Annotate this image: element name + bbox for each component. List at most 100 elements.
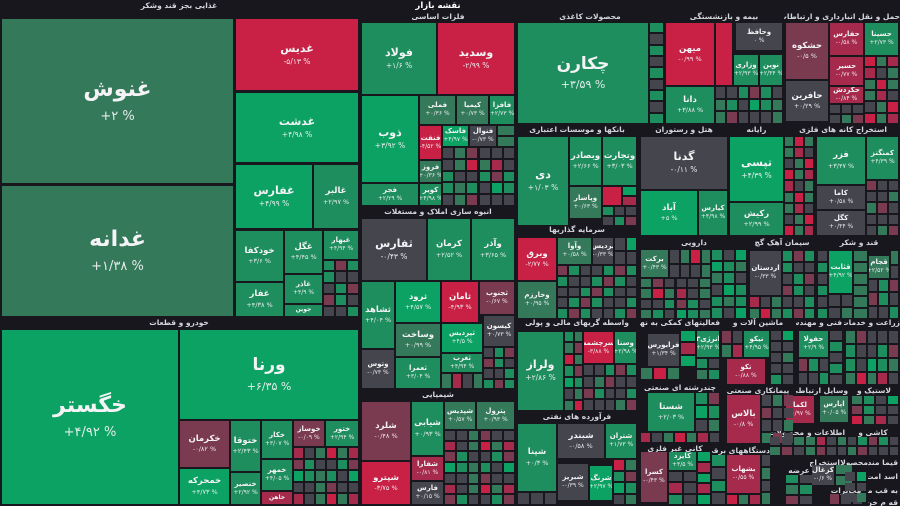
stock-tile[interactable] xyxy=(615,238,625,250)
stock-tile[interactable] xyxy=(316,459,325,470)
stock-tile[interactable] xyxy=(667,368,679,379)
stock-tile[interactable] xyxy=(681,343,695,354)
stock-tile[interactable] xyxy=(805,192,813,202)
stock-tile[interactable] xyxy=(445,463,455,472)
stock-tile[interactable] xyxy=(615,276,625,286)
stock-tile[interactable] xyxy=(641,368,653,379)
stock-tile[interactable] xyxy=(819,359,828,371)
stock-tile[interactable] xyxy=(888,416,898,424)
stock-tile[interactable] xyxy=(716,87,726,98)
stock-tile[interactable] xyxy=(830,342,842,351)
stock-tile[interactable] xyxy=(652,289,663,298)
stock-tile[interactable] xyxy=(455,183,466,194)
stock-tile[interactable] xyxy=(700,289,710,298)
stock-tile[interactable] xyxy=(733,345,742,357)
stock-tile[interactable] xyxy=(574,343,582,353)
stock-tile[interactable] xyxy=(505,348,514,357)
stock-tile[interactable] xyxy=(492,484,503,494)
stock-tile[interactable] xyxy=(669,472,682,482)
stock-tile[interactable] xyxy=(856,482,866,492)
stock-tile[interactable] xyxy=(856,331,866,343)
stock-tile[interactable] xyxy=(565,400,573,410)
stock-tile[interactable] xyxy=(864,416,874,424)
stock-cell[interactable]: وبرق -۲/۷۷ % xyxy=(518,238,556,280)
stock-tile[interactable] xyxy=(738,87,748,98)
stock-cell[interactable]: گدنا -۰/۱۱ % xyxy=(641,137,727,189)
stock-cell[interactable]: رکیش +۲/۹۹ % xyxy=(730,203,783,235)
stock-tile[interactable] xyxy=(480,473,491,483)
stock-tile[interactable] xyxy=(858,447,867,455)
stock-tile[interactable] xyxy=(456,463,467,472)
stock-tile[interactable] xyxy=(627,388,636,399)
stock-cell[interactable]: سرچشمه -۳/۸۸ % xyxy=(584,332,613,363)
stock-tile[interactable] xyxy=(626,483,636,493)
stock-tile[interactable] xyxy=(480,441,491,451)
stock-tile[interactable] xyxy=(878,331,888,343)
stock-tile[interactable] xyxy=(818,297,827,307)
stock-tile[interactable] xyxy=(627,400,636,410)
stock-tile[interactable] xyxy=(700,299,710,308)
stock-tile[interactable] xyxy=(708,419,719,431)
stock-tile[interactable] xyxy=(452,374,461,388)
stock-tile[interactable] xyxy=(605,400,615,410)
stock-tile[interactable] xyxy=(503,159,514,170)
stock-tile[interactable] xyxy=(641,309,651,318)
stock-tile[interactable] xyxy=(484,369,493,378)
stock-tile[interactable] xyxy=(565,332,573,342)
stock-tile[interactable] xyxy=(348,306,358,316)
stock-tile[interactable] xyxy=(795,170,803,180)
stock-tile[interactable] xyxy=(569,266,579,275)
stock-cell[interactable]: شبندر -۰/۵۸ % xyxy=(558,424,604,458)
stock-tile[interactable] xyxy=(856,345,866,357)
stock-tile[interactable] xyxy=(771,375,781,384)
stock-tile[interactable] xyxy=(785,170,793,180)
stock-tile[interactable] xyxy=(733,331,742,343)
stock-tile[interactable] xyxy=(348,295,358,305)
stock-tile[interactable] xyxy=(773,395,782,406)
stock-tile[interactable] xyxy=(584,388,593,399)
stock-cell[interactable]: فزر +۳/۴۷ % xyxy=(817,137,865,184)
stock-cell[interactable]: وآذر +۳/۶۵ % xyxy=(472,219,514,280)
stock-tile[interactable] xyxy=(569,298,579,308)
stock-tile[interactable] xyxy=(603,207,613,215)
stock-tile[interactable] xyxy=(626,309,636,318)
stock-tile[interactable] xyxy=(865,79,875,89)
stock-tile[interactable] xyxy=(816,437,825,445)
stock-tile[interactable] xyxy=(518,493,530,504)
stock-tile[interactable] xyxy=(762,432,771,443)
stock-cell[interactable]: حفارس -۰/۵۸ % xyxy=(830,23,863,55)
stock-cell[interactable]: ثجنوب -۰/۶۷ % xyxy=(480,282,514,314)
stock-tile[interactable] xyxy=(445,431,455,440)
stock-tile[interactable] xyxy=(468,463,479,472)
stock-tile[interactable] xyxy=(652,299,663,308)
stock-tile[interactable] xyxy=(324,283,334,294)
stock-tile[interactable] xyxy=(785,137,793,147)
stock-tile[interactable] xyxy=(888,91,898,101)
stock-tile[interactable] xyxy=(750,495,760,504)
stock-tile[interactable] xyxy=(701,264,710,277)
stock-tile[interactable] xyxy=(795,203,803,213)
stock-tile[interactable] xyxy=(841,115,852,123)
stock-tile[interactable] xyxy=(879,280,888,292)
stock-tile[interactable] xyxy=(592,276,602,286)
stock-tile[interactable] xyxy=(878,203,887,213)
stock-tile[interactable] xyxy=(531,493,543,504)
stock-tile[interactable] xyxy=(569,287,579,297)
stock-tile[interactable] xyxy=(696,393,707,405)
stock-cell[interactable]: کایزد +۴/۵ % xyxy=(669,452,696,470)
stock-tile[interactable] xyxy=(878,181,887,191)
stock-tile[interactable] xyxy=(324,295,334,305)
stock-tile[interactable] xyxy=(614,460,624,470)
stock-tile[interactable] xyxy=(761,308,770,318)
stock-tile[interactable] xyxy=(443,183,454,194)
stock-tile[interactable] xyxy=(565,354,573,365)
stock-cell[interactable]: غدیس -۵/۱۳ % xyxy=(236,19,358,90)
stock-tile[interactable] xyxy=(641,299,651,308)
stock-tile[interactable] xyxy=(480,495,491,504)
stock-tile[interactable] xyxy=(294,471,303,481)
stock-tile[interactable] xyxy=(867,372,877,384)
stock-tile[interactable] xyxy=(845,482,855,492)
stock-tile[interactable] xyxy=(652,279,663,288)
stock-tile[interactable] xyxy=(727,495,737,504)
stock-tile[interactable] xyxy=(688,279,699,288)
